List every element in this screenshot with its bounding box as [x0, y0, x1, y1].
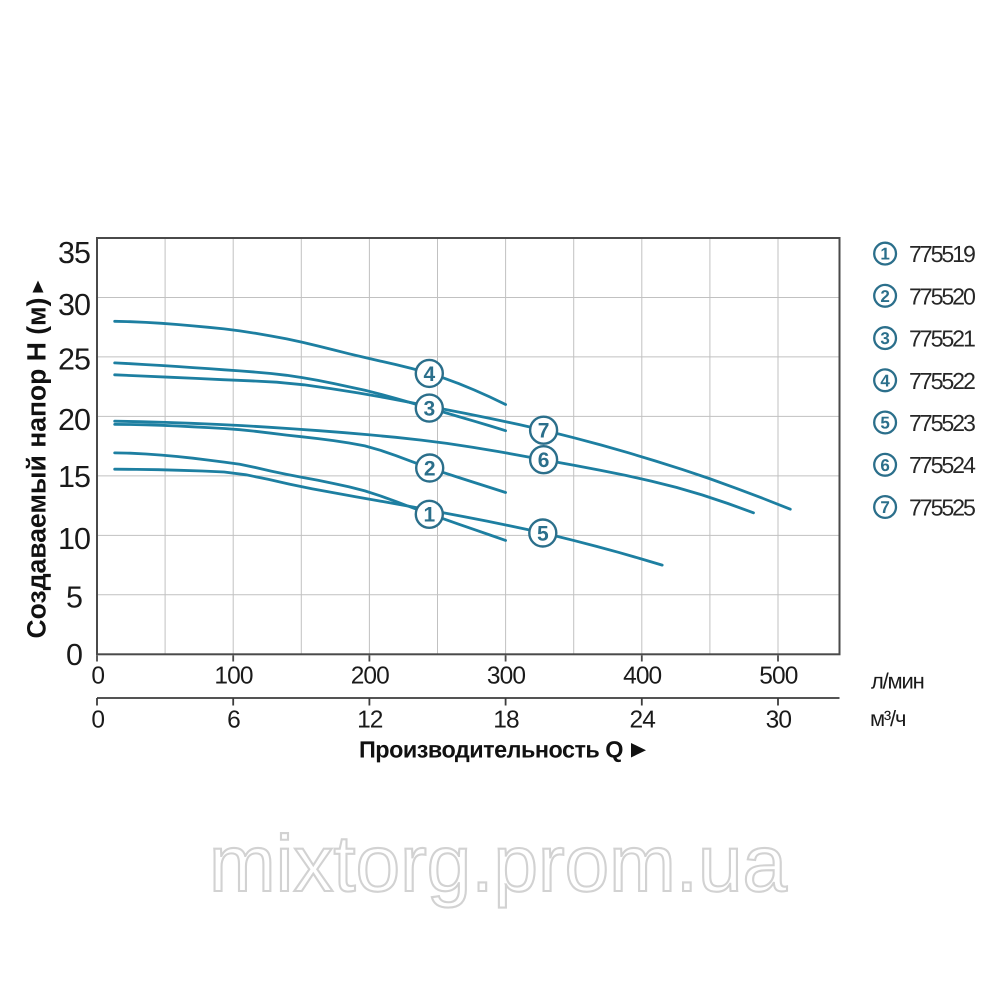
svg-text:5: 5	[66, 580, 82, 614]
svg-text:3: 3	[423, 398, 435, 421]
svg-text:4: 4	[423, 363, 435, 386]
svg-text:775523: 775523	[909, 410, 975, 436]
svg-text:м³/ч: м³/ч	[870, 706, 905, 731]
svg-text:200: 200	[351, 663, 389, 690]
svg-text:6: 6	[880, 456, 889, 475]
svg-text:2: 2	[424, 457, 436, 480]
svg-text:mixtorg.prom.ua: mixtorg.prom.ua	[209, 819, 787, 908]
svg-text:4: 4	[880, 371, 890, 390]
svg-text:100: 100	[214, 663, 252, 690]
svg-text:30: 30	[58, 288, 90, 322]
svg-text:35: 35	[58, 236, 90, 270]
svg-text:12: 12	[357, 707, 383, 734]
svg-text:15: 15	[58, 460, 90, 494]
svg-text:300: 300	[487, 663, 525, 690]
svg-text:775522: 775522	[909, 368, 975, 394]
svg-text:25: 25	[58, 343, 90, 377]
svg-text:3: 3	[880, 329, 889, 348]
svg-text:0: 0	[91, 663, 104, 690]
svg-text:400: 400	[623, 663, 661, 690]
svg-text:1: 1	[423, 504, 435, 527]
svg-text:Создаваемый напор Н (м): Создаваемый напор Н (м)	[21, 298, 51, 639]
svg-text:775521: 775521	[909, 326, 975, 352]
svg-text:30: 30	[766, 707, 792, 734]
svg-text:2: 2	[880, 287, 889, 306]
svg-text:5: 5	[880, 414, 889, 433]
svg-text:0: 0	[66, 638, 82, 672]
svg-text:1: 1	[880, 245, 889, 264]
svg-text:18: 18	[493, 707, 519, 734]
svg-text:775519: 775519	[909, 241, 975, 267]
svg-text:Производительность Q: Производительность Q	[359, 737, 623, 763]
svg-text:6: 6	[538, 449, 550, 472]
svg-text:7: 7	[538, 420, 550, 443]
svg-text:л/мин: л/мин	[871, 669, 924, 694]
svg-text:7: 7	[880, 498, 889, 517]
svg-text:500: 500	[759, 663, 797, 690]
svg-text:0: 0	[91, 707, 104, 734]
svg-text:775525: 775525	[909, 495, 975, 521]
svg-text:775524: 775524	[909, 452, 976, 478]
svg-text:6: 6	[227, 707, 240, 734]
svg-text:5: 5	[537, 522, 549, 545]
svg-text:20: 20	[58, 403, 90, 437]
svg-text:24: 24	[629, 707, 655, 734]
svg-text:775520: 775520	[909, 283, 975, 309]
svg-text:10: 10	[58, 522, 90, 556]
